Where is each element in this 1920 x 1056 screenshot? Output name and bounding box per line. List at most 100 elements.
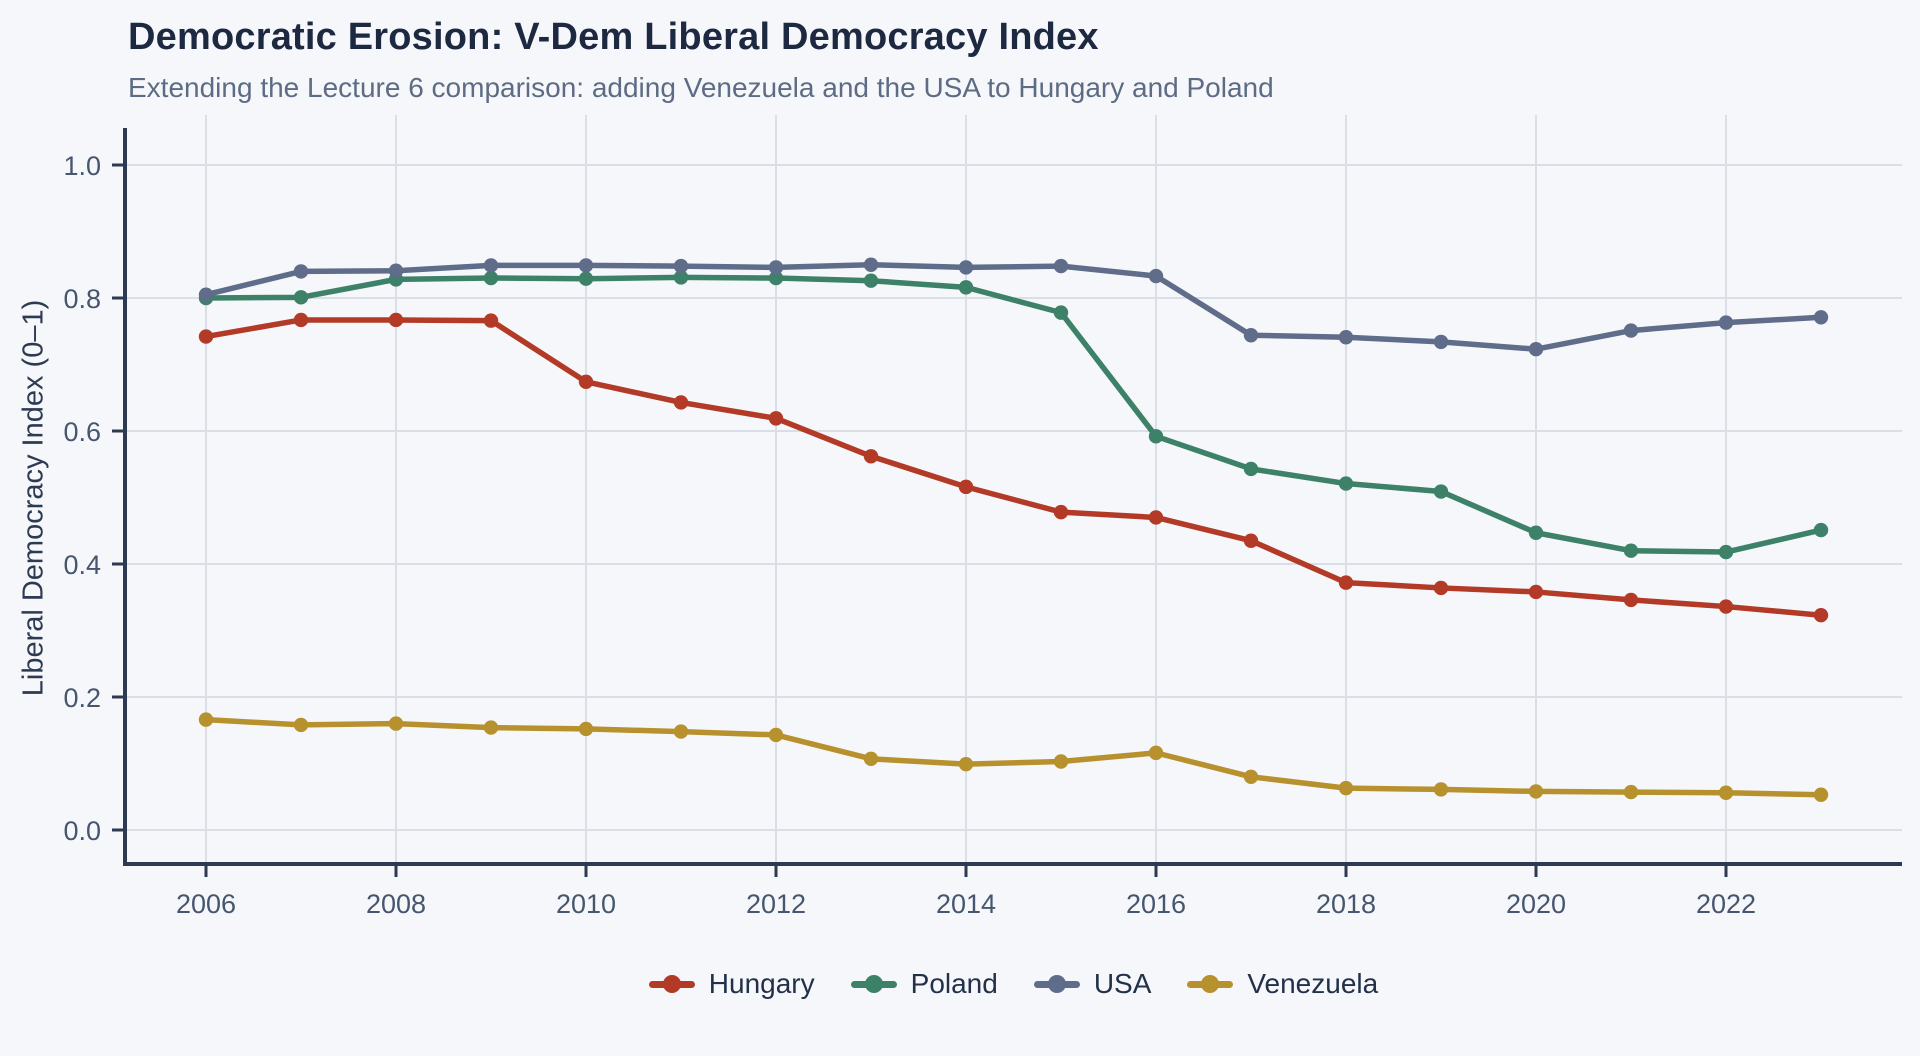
x-tick-label: 2008 (366, 889, 426, 919)
chart-legend: Hungary Poland USA Venezuela (125, 968, 1902, 1000)
data-point-usa-2022 (1718, 315, 1734, 330)
data-point-poland-2011 (673, 270, 689, 285)
data-point-venezuela-2018 (1338, 780, 1354, 796)
legend-dot-icon (864, 975, 883, 993)
data-point-venezuela-2011 (673, 724, 689, 739)
data-point-venezuela-2017 (1243, 769, 1259, 784)
series-line-usa (203, 262, 1824, 352)
data-point-poland-2020 (1528, 525, 1544, 540)
data-point-poland-2017 (1243, 461, 1259, 477)
data-point-hungary-2018 (1338, 575, 1354, 590)
data-point-hungary-2013 (863, 449, 879, 464)
data-point-venezuela-2013 (863, 751, 879, 767)
y-tick-label: 0.4 (63, 550, 101, 580)
y-tick-label: 0.2 (63, 683, 101, 713)
data-point-venezuela-2007 (293, 717, 309, 733)
data-point-usa-2009 (483, 258, 499, 273)
data-point-poland-2007 (293, 290, 309, 305)
data-point-usa-2010 (578, 258, 594, 273)
legend-line-dot-icon (1033, 975, 1080, 993)
x-tick-label: 2022 (1696, 889, 1756, 919)
series-line-venezuela (203, 716, 1824, 798)
data-point-venezuela-2022 (1718, 785, 1734, 800)
x-tick-label: 2020 (1506, 889, 1566, 919)
legend-label-hungary: Hungary (708, 968, 815, 999)
series-line-hungary (203, 317, 1824, 618)
x-tick-label: 2016 (1126, 889, 1186, 919)
data-point-hungary-2012 (768, 411, 784, 426)
data-point-venezuela-2012 (768, 727, 784, 743)
data-point-poland-2023 (1813, 522, 1829, 538)
data-point-hungary-2010 (578, 374, 594, 389)
data-point-usa-2023 (1813, 310, 1829, 325)
data-point-venezuela-2021 (1623, 784, 1639, 800)
data-point-usa-2021 (1623, 323, 1639, 338)
data-point-hungary-2008 (388, 312, 404, 328)
data-point-hungary-2014 (958, 479, 974, 495)
chart-subtitle: Extending the Lecture 6 comparison: addi… (128, 72, 1274, 103)
legend-item-poland: Poland (850, 968, 998, 1000)
data-point-venezuela-2015 (1053, 754, 1069, 769)
legend-label-poland: Poland (910, 968, 998, 999)
data-point-venezuela-2023 (1813, 787, 1829, 802)
data-point-usa-2012 (768, 260, 784, 275)
legend-item-hungary: Hungary (648, 968, 815, 1000)
data-point-hungary-2019 (1433, 580, 1449, 596)
data-point-venezuela-2019 (1433, 782, 1449, 797)
data-point-hungary-2023 (1813, 608, 1829, 623)
series-line-poland (203, 274, 1824, 555)
data-point-hungary-2011 (673, 395, 689, 410)
data-point-hungary-2009 (483, 313, 499, 328)
legend-line-dot-icon (850, 975, 897, 993)
data-point-hungary-2022 (1718, 599, 1734, 614)
chart-title: Democratic Erosion: V-Dem Liberal Democr… (128, 16, 1099, 58)
legend-dot-icon (1201, 975, 1220, 993)
data-point-venezuela-2014 (958, 756, 974, 772)
x-tick-label: 2012 (746, 889, 806, 919)
data-point-usa-2006 (198, 287, 214, 302)
legend-line-dot-icon (648, 975, 695, 993)
legend-label-usa: USA (1093, 968, 1152, 999)
data-point-usa-2015 (1053, 258, 1069, 274)
y-tick-label: 0.8 (63, 284, 101, 314)
data-point-usa-2017 (1243, 328, 1259, 343)
data-point-poland-2013 (863, 273, 879, 288)
y-tick-label: 1.0 (63, 151, 101, 181)
data-point-hungary-2006 (198, 329, 214, 344)
data-point-venezuela-2006 (198, 712, 214, 727)
data-point-poland-2010 (578, 271, 594, 286)
legend-item-usa: USA (1033, 968, 1152, 1000)
data-point-hungary-2017 (1243, 533, 1259, 548)
legend-dot-icon (1047, 975, 1066, 993)
data-point-hungary-2021 (1623, 592, 1639, 608)
data-point-hungary-2016 (1148, 510, 1164, 525)
legend-dot-icon (662, 975, 681, 993)
legend-line-dot-icon (1187, 975, 1234, 993)
data-point-poland-2015 (1053, 305, 1069, 320)
data-point-hungary-2007 (293, 312, 309, 328)
data-point-usa-2018 (1338, 330, 1354, 345)
data-point-hungary-2020 (1528, 584, 1544, 600)
data-point-poland-2009 (483, 270, 499, 286)
data-point-poland-2018 (1338, 476, 1354, 491)
data-point-usa-2020 (1528, 342, 1544, 357)
data-point-venezuela-2020 (1528, 784, 1544, 799)
data-point-usa-2014 (958, 260, 974, 275)
data-point-venezuela-2010 (578, 721, 594, 737)
data-point-usa-2008 (388, 263, 404, 278)
data-point-poland-2022 (1718, 544, 1734, 560)
x-tick-label: 2014 (936, 889, 996, 919)
data-point-poland-2012 (768, 270, 784, 286)
data-point-poland-2021 (1623, 543, 1639, 558)
x-tick-label: 2006 (176, 889, 236, 919)
legend-label-venezuela: Venezuela (1247, 968, 1379, 999)
data-point-poland-2019 (1433, 484, 1449, 499)
data-point-usa-2016 (1148, 268, 1164, 284)
data-point-usa-2019 (1433, 334, 1449, 350)
data-point-venezuela-2009 (483, 720, 499, 735)
y-tick-label: 0.6 (63, 417, 101, 447)
data-point-usa-2013 (863, 257, 879, 272)
data-point-usa-2011 (673, 258, 689, 274)
